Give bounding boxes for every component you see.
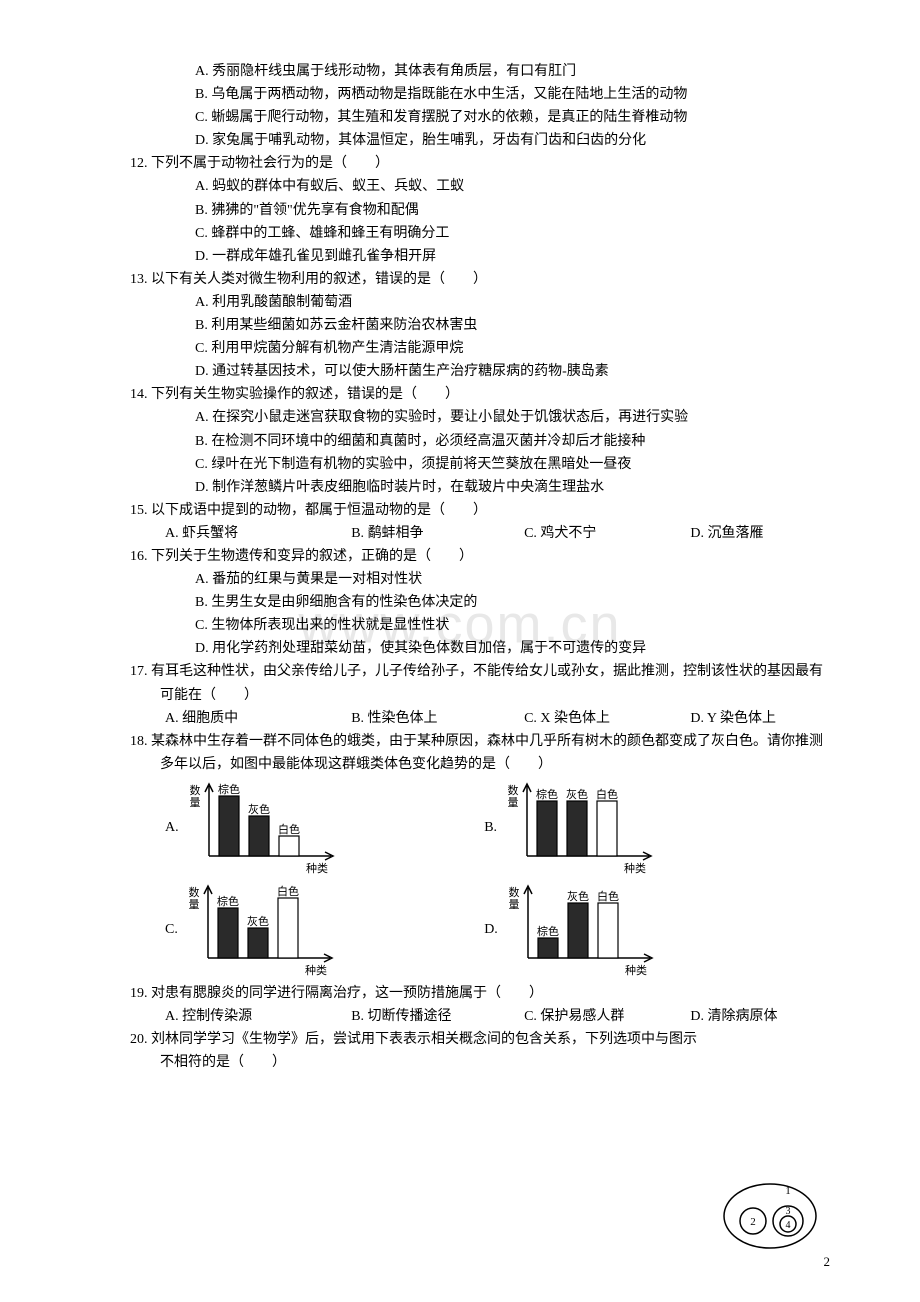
q13-option-C: C. 利用甲烷菌分解有机物产生清洁能源甲烷 — [130, 337, 830, 360]
q16-stem: 16. 下列关于生物遗传和变异的叙述，正确的是（ ） — [130, 545, 830, 568]
q17-option-B: B. 性染色体上 — [351, 707, 524, 730]
svg-text:数: 数 — [508, 784, 519, 797]
q18-option-D-label: D. — [484, 918, 498, 941]
svg-text:数: 数 — [188, 886, 199, 899]
q11-option-A: A. 秀丽隐杆线虫属于线形动物，其体表有角质层，有口有肛门 — [130, 60, 830, 83]
q13-option-B: B. 利用某些细菌如苏云金杆菌来防治农林害虫 — [130, 314, 830, 337]
q17-stem: 17. 有耳毛这种性状，由父亲传给儿子，儿子传给孙子，不能传给女儿或孙女，据此推… — [130, 660, 830, 706]
q20-stem: 20. 刘林同学学习《生物学》后，尝试用下表表示相关概念间的包含关系，下列选项中… — [130, 1028, 830, 1074]
q11-option-D: D. 家兔属于哺乳动物，其体温恒定，胎生哺乳，牙齿有门齿和臼齿的分化 — [130, 129, 830, 152]
q18-stem: 18. 某森林中生存着一群不同体色的蛾类，由于某种原因，森林中几乎所有树木的颜色… — [130, 730, 830, 776]
q18-option-B-label: B. — [484, 816, 497, 839]
svg-text:量: 量 — [508, 796, 519, 809]
q13-option-D: D. 通过转基因技术，可以使大肠杆菌生产治疗糖尿病的药物-胰岛素 — [130, 360, 830, 383]
svg-text:量: 量 — [508, 898, 519, 911]
svg-text:灰色: 灰色 — [247, 914, 269, 928]
svg-text:棕色: 棕色 — [217, 894, 239, 908]
svg-text:种类: 种类 — [624, 861, 646, 875]
q18-option-A-label: A. — [165, 816, 179, 839]
q19-option-C: C. 保护易感人群 — [524, 1005, 690, 1028]
document-content: A. 秀丽隐杆线虫属于线形动物，其体表有角质层，有口有肛门 B. 乌龟属于两栖动… — [130, 60, 830, 1074]
q12-option-A: A. 蚂蚁的群体中有蚁后、蚁王、兵蚁、工蚁 — [130, 175, 830, 198]
page-number: 2 — [824, 1251, 831, 1272]
q16-option-C: C. 生物体所表现出来的性状就是显性性状 — [130, 614, 830, 637]
svg-text:棕色: 棕色 — [536, 787, 558, 801]
svg-text:3: 3 — [786, 1206, 791, 1217]
q16-option-B: B. 生男生女是由卵细胞含有的性染色体决定的 — [130, 591, 830, 614]
svg-text:棕色: 棕色 — [218, 782, 240, 796]
q18-option-C-label: C. — [165, 918, 178, 941]
q12-option-D: D. 一群成年雄孔雀见到雌孔雀争相开屏 — [130, 245, 830, 268]
q14-option-D: D. 制作洋葱鳞片叶表皮细胞临时装片时，在载玻片中央滴生理盐水 — [130, 476, 830, 499]
q14-option-B: B. 在检测不同环境中的细菌和真菌时，必须经高温灭菌并冷却后才能接种 — [130, 430, 830, 453]
q15-option-C: C. 鸡犬不宁 — [524, 522, 690, 545]
venn-diagram: 1 2 3 4 — [720, 1176, 820, 1251]
svg-text:白色: 白色 — [597, 889, 619, 903]
q12-option-C: C. 蜂群中的工蜂、雄蜂和蜂王有明确分工 — [130, 222, 830, 245]
chart-C: 数量种类 棕色灰色 白色 — [186, 880, 336, 980]
q11-option-C: C. 蜥蜴属于爬行动物，其生殖和发育摆脱了对水的依赖，是真正的陆生脊椎动物 — [130, 106, 830, 129]
chart-B: 数量种类 棕色灰色白色 — [505, 778, 655, 878]
svg-text:白色: 白色 — [277, 884, 299, 898]
q11-option-B: B. 乌龟属于两栖动物，两栖动物是指既能在水中生活，又能在陆地上生活的动物 — [130, 83, 830, 106]
q12-stem: 12. 下列不属于动物社会行为的是（ ） — [130, 152, 830, 175]
q14-option-C: C. 绿叶在光下制造有机物的实验中，须提前将天竺葵放在黑暗处一昼夜 — [130, 453, 830, 476]
svg-text:数: 数 — [508, 886, 519, 899]
svg-text:种类: 种类 — [306, 861, 328, 875]
svg-text:量: 量 — [188, 898, 199, 911]
svg-text:白色: 白色 — [278, 822, 300, 836]
chart-A: 数量种类 棕色灰色白色 — [187, 778, 337, 878]
svg-text:种类: 种类 — [625, 963, 647, 977]
q16-option-A: A. 番茄的红果与黄果是一对相对性状 — [130, 568, 830, 591]
q15-stem: 15. 以下成语中提到的动物，都属于恒温动物的是（ ） — [130, 499, 830, 522]
chart-D: 数量种类 棕色 灰色白色 — [506, 880, 656, 980]
q15-option-B: B. 鹬蚌相争 — [351, 522, 524, 545]
svg-text:种类: 种类 — [305, 963, 327, 977]
q15-option-D: D. 沉鱼落雁 — [690, 522, 830, 545]
q16-option-D: D. 用化学药剂处理甜菜幼苗，使其染色体数目加倍，属于不可遗传的变异 — [130, 637, 830, 660]
svg-text:量: 量 — [189, 796, 200, 809]
svg-text:1: 1 — [785, 1185, 791, 1197]
svg-text:灰色: 灰色 — [567, 889, 589, 903]
q14-stem: 14. 下列有关生物实验操作的叙述，错误的是（ ） — [130, 383, 830, 406]
q14-option-A: A. 在探究小鼠走迷宫获取食物的实验时，要让小鼠处于饥饿状态后，再进行实验 — [130, 406, 830, 429]
svg-text:数: 数 — [189, 784, 200, 797]
q19-option-B: B. 切断传播途径 — [351, 1005, 524, 1028]
svg-text:棕色: 棕色 — [537, 924, 559, 938]
svg-text:2: 2 — [750, 1216, 756, 1228]
q15-option-A: A. 虾兵蟹将 — [165, 522, 351, 545]
svg-text:灰色: 灰色 — [248, 802, 270, 816]
svg-text:白色: 白色 — [596, 787, 618, 801]
q13-option-A: A. 利用乳酸菌酿制葡萄酒 — [130, 291, 830, 314]
svg-text:灰色: 灰色 — [566, 787, 588, 801]
q17-option-C: C. X 染色体上 — [524, 707, 690, 730]
q17-option-D: D. Y 染色体上 — [690, 707, 830, 730]
q19-option-D: D. 清除病原体 — [690, 1005, 830, 1028]
q17-option-A: A. 细胞质中 — [165, 707, 351, 730]
q13-stem: 13. 以下有关人类对微生物利用的叙述，错误的是（ ） — [130, 268, 830, 291]
q19-option-A: A. 控制传染源 — [165, 1005, 351, 1028]
q12-option-B: B. 狒狒的"首领"优先享有食物和配偶 — [130, 199, 830, 222]
svg-text:4: 4 — [786, 1220, 791, 1231]
q19-stem: 19. 对患有腮腺炎的同学进行隔离治疗，这一预防措施属于（ ） — [130, 982, 830, 1005]
